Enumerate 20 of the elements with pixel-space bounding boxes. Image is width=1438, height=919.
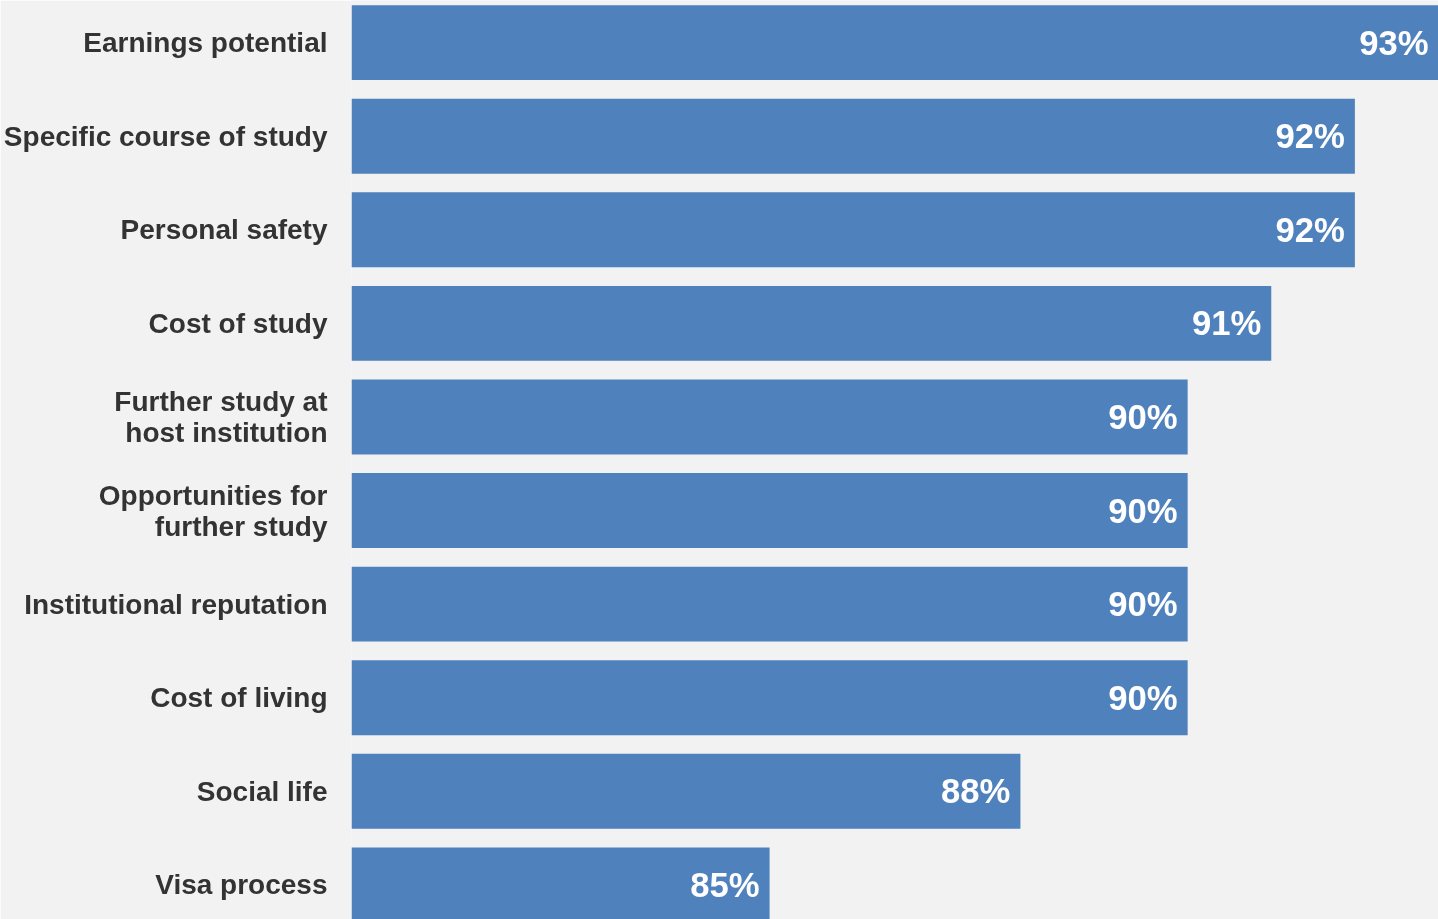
y-tick-label: Visa process [155,869,328,901]
y-tick-label: Cost of study [148,307,328,339]
y-tick-label: Institutional reputation [24,588,328,620]
data-label: 90% [1108,585,1178,624]
y-tick-label: Opportunities for further study [98,479,328,542]
y-tick-label: Further study at host institution [114,385,328,448]
data-label: 93% [1359,23,1429,62]
data-label: 90% [1108,397,1178,436]
data-label: 90% [1108,491,1178,530]
data-label: 85% [690,865,760,904]
y-tick-label: Personal safety [120,214,328,246]
y-tick-label: Cost of living [150,682,328,714]
data-label: 88% [941,772,1011,811]
data-label: 90% [1108,678,1178,717]
data-label: 92% [1275,117,1345,156]
y-tick-label: Social life [196,775,328,807]
data-label: 91% [1191,304,1262,343]
y-tick-label: Specific course of study [3,120,328,152]
y-tick-label: Earnings potential [83,27,328,59]
data-label: 92% [1275,210,1345,249]
